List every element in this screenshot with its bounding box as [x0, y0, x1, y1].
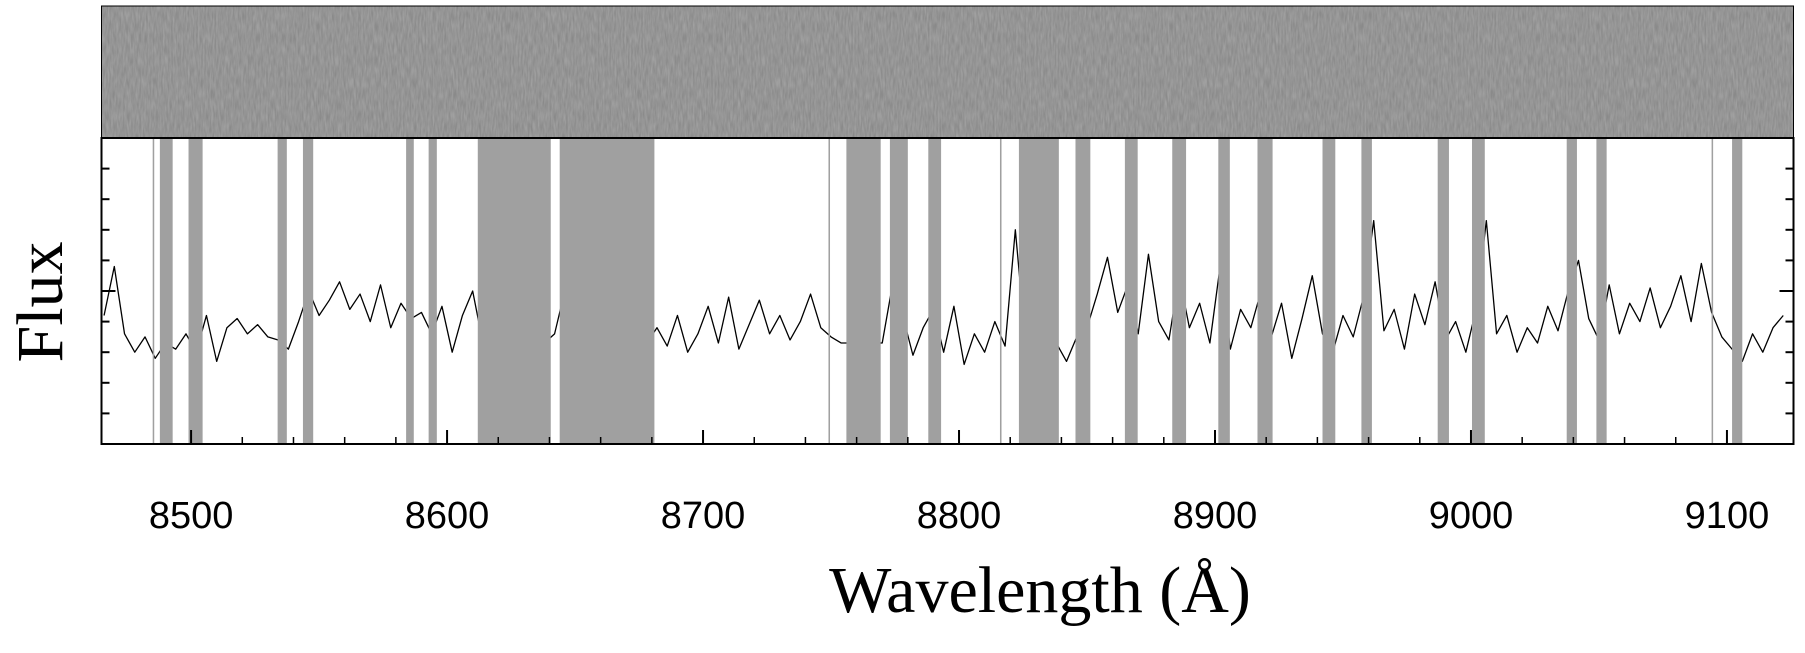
- masked-region: [1075, 138, 1091, 444]
- x-tick-label: 8800: [917, 495, 1002, 537]
- masked-region: [188, 138, 203, 444]
- spectrum-line: [103, 219, 1784, 366]
- image-texture: [101, 6, 1794, 138]
- masked-region: [1257, 138, 1273, 444]
- masked-region: [1018, 138, 1059, 444]
- x-tick-label: 8600: [405, 495, 490, 537]
- x-tick-label: 8700: [661, 495, 746, 537]
- masked-region: [1566, 138, 1577, 444]
- x-tick-label: 9000: [1429, 495, 1514, 537]
- spectrum-image: [101, 5, 1794, 139]
- masked-region: [1732, 138, 1743, 444]
- masked-region: [428, 138, 437, 444]
- x-tick-label: 8500: [149, 495, 234, 537]
- masked-region: [477, 138, 551, 444]
- masked-region: [1322, 138, 1336, 444]
- x-axis-label: Wavelength (Å): [829, 554, 1251, 627]
- masked-region: [152, 138, 155, 444]
- masked-region: [928, 138, 942, 444]
- masked-region: [277, 138, 287, 444]
- masked-region: [159, 138, 173, 444]
- x-tick-label: 8900: [1173, 495, 1258, 537]
- masked-region: [846, 138, 881, 444]
- x-tick-label: 9100: [1685, 495, 1770, 537]
- masked-region: [1596, 138, 1607, 444]
- masked-region: [559, 138, 655, 444]
- masked-region: [1218, 138, 1230, 444]
- masked-region: [406, 138, 414, 444]
- masked-region: [1471, 138, 1485, 444]
- masked-region: [1437, 138, 1449, 444]
- masked-region: [1711, 138, 1714, 444]
- masked-region: [828, 138, 831, 444]
- masked-region: [999, 138, 1002, 444]
- plot-frame: [100, 137, 1795, 445]
- masked-region: [1172, 138, 1187, 444]
- y-axis-label: Flux: [4, 241, 77, 362]
- masked-region: [1124, 138, 1138, 444]
- masked-region: [889, 138, 908, 444]
- masked-region: [1361, 138, 1372, 444]
- masked-region: [302, 138, 314, 444]
